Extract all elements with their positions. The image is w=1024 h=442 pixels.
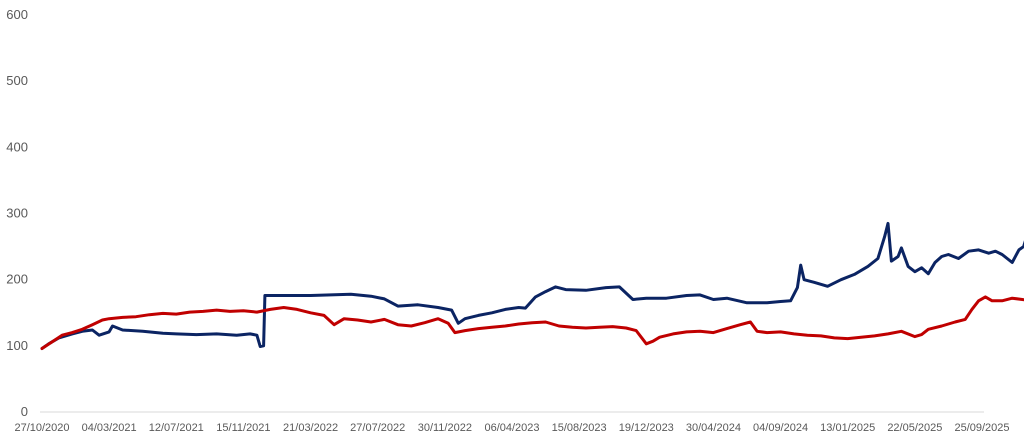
x-axis-ticks: 27/10/2020 04/03/2021 12/07/2021 15/11/2021… <box>14 422 1009 434</box>
series-line-1 <box>40 221 1024 350</box>
x-tick-label: 12/07/2021 <box>149 422 204 434</box>
x-tick-label: 25/09/2025 <box>954 422 1009 434</box>
y-axis-ticks: 0 100 200 300 400 500 600 <box>6 7 28 419</box>
y-tick-label: 600 <box>6 7 28 22</box>
x-tick-label: 15/08/2023 <box>552 422 607 434</box>
x-tick-label: 27/07/2022 <box>350 422 405 434</box>
y-tick-label: 400 <box>6 139 28 154</box>
x-tick-label: 21/03/2022 <box>283 422 338 434</box>
x-tick-label: 19/12/2023 <box>619 422 674 434</box>
series-line-2 <box>40 295 1024 350</box>
y-tick-label: 300 <box>6 206 28 221</box>
y-tick-label: 500 <box>6 73 28 88</box>
y-tick-label: 100 <box>6 338 28 353</box>
x-tick-label: 15/11/2021 <box>216 422 270 434</box>
x-tick-label: 30/04/2024 <box>686 422 741 434</box>
x-tick-label: 30/11/2022 <box>418 422 472 434</box>
x-tick-label: 06/04/2023 <box>484 422 539 434</box>
x-tick-label: 04/03/2021 <box>82 422 137 434</box>
x-tick-label: 22/05/2025 <box>887 422 942 434</box>
x-tick-label: 13/01/2025 <box>820 422 875 434</box>
y-tick-label: 0 <box>21 404 28 419</box>
series-group <box>40 221 1024 350</box>
x-tick-label: 04/09/2024 <box>753 422 808 434</box>
x-tick-label: 27/10/2020 <box>14 422 69 434</box>
y-tick-label: 200 <box>6 272 28 287</box>
